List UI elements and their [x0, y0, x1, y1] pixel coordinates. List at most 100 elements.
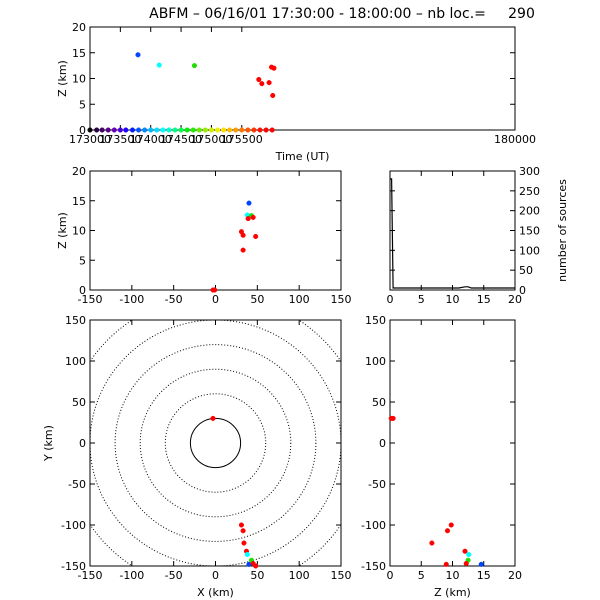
data-point — [191, 63, 197, 69]
data-point — [443, 561, 449, 567]
x-tick-label: 0 — [212, 293, 219, 306]
y-tick-label: 100 — [365, 355, 386, 368]
data-point — [178, 127, 184, 133]
x-tick-label: 20 — [508, 569, 522, 582]
data-point — [136, 127, 142, 133]
data-point — [256, 76, 262, 83]
x-tick-label: -50 — [165, 569, 183, 582]
x-tick-label: -150 — [78, 293, 103, 306]
data-point — [245, 216, 251, 222]
title-count-label: nb loc.= — [427, 6, 486, 22]
title-count: 290 — [508, 6, 535, 22]
x-tick-label: 10 — [446, 293, 460, 306]
data-point — [238, 522, 244, 528]
data-point — [269, 127, 275, 133]
data-point — [135, 52, 141, 58]
y-tick-label: 10 — [72, 73, 86, 86]
y-tick-label: -100 — [61, 519, 86, 532]
data-point — [246, 561, 252, 567]
x-tick-label: 100 — [289, 293, 310, 306]
data-point — [129, 127, 136, 133]
title-date: 06/16/01 — [204, 6, 267, 22]
data-point — [462, 548, 468, 554]
data-point — [99, 127, 105, 133]
data-point — [429, 540, 435, 546]
data-point — [444, 528, 451, 534]
x-tick-label: 10 — [446, 569, 460, 582]
x-tick-label: 175500 — [221, 133, 263, 146]
data-point — [148, 127, 154, 133]
x-tick-label: 0 — [387, 293, 394, 306]
y-tick-label: 300 — [519, 165, 540, 178]
data-point — [87, 127, 93, 133]
x-tick-label: 0 — [387, 569, 394, 582]
data-point — [190, 127, 196, 133]
data-point — [466, 551, 472, 558]
y-axis-label: number of sources — [556, 179, 569, 282]
data-point — [142, 127, 148, 133]
data-point — [156, 62, 162, 68]
data-point — [202, 127, 208, 133]
x-tick-label: -50 — [165, 293, 183, 306]
data-point — [259, 81, 265, 87]
y-axis-label: Z (km) — [56, 212, 69, 249]
y-tick-label: 0 — [79, 124, 86, 137]
range-ring — [189, 417, 242, 469]
x-tick-label: 5 — [418, 293, 425, 306]
x-tick-label: 15 — [477, 569, 491, 582]
data-point — [263, 127, 269, 133]
x-axis-label: Z (km) — [434, 586, 471, 599]
data-point — [117, 127, 123, 133]
data-point — [111, 127, 117, 133]
y-tick-label: 150 — [519, 225, 540, 238]
data-point — [240, 528, 246, 534]
data-point — [245, 127, 251, 133]
x-tick-label: 174500 — [160, 133, 202, 146]
y-tick-label: 5 — [79, 254, 86, 267]
z-y-panel: 0 5 10 15 20 -150 -100 -50 0 50 100 150 Z (km) — [361, 314, 522, 599]
data-point — [253, 563, 259, 569]
y-tick-label: 100 — [65, 355, 86, 368]
x-tick-label: 180000 — [494, 133, 536, 146]
y-tick-label: 0 — [379, 437, 386, 450]
x-tick-label: 150 — [331, 569, 352, 582]
x-tick-label: 15 — [477, 293, 491, 306]
y-tick-label: -150 — [61, 560, 86, 573]
data-point — [251, 127, 257, 133]
data-point — [246, 200, 252, 206]
figure-title: ABFM – 06/16/01 17:30:00 - 18:00:00 – nb… — [149, 6, 535, 22]
data-point — [253, 233, 259, 239]
data-point — [239, 127, 245, 133]
x-tick-label: 50 — [250, 569, 264, 582]
plot-frame — [89, 170, 342, 291]
x-tick-label: 175000 — [190, 133, 232, 146]
range-ring — [90, 320, 341, 566]
data-point — [463, 560, 469, 567]
plot-frame — [389, 170, 516, 291]
title-station: ABFM — [149, 6, 188, 22]
range-rings — [90, 320, 341, 566]
x-tick-label: -150 — [78, 569, 103, 582]
x-axis-label: X (km) — [197, 586, 234, 599]
y-tick-label: -50 — [68, 478, 86, 491]
x-tick-label: 0 — [212, 569, 219, 582]
x-tick-label: 173000 — [69, 133, 111, 146]
plot-frame — [389, 319, 516, 567]
data-point — [154, 127, 160, 133]
y-tick-label: 10 — [72, 225, 86, 238]
data-point — [271, 65, 277, 71]
data-point — [221, 127, 227, 133]
data-point — [214, 127, 221, 133]
y-tick-label: 20 — [72, 21, 86, 34]
plot-frame — [89, 319, 342, 567]
data-point — [105, 127, 111, 133]
x-tick-label: 173500 — [99, 133, 141, 146]
y-tick-label: 100 — [519, 244, 540, 257]
y-axis-label: Y (km) — [42, 425, 55, 462]
x-z-panel: -150 -100 -50 0 50 100 150 0 5 10 15 20 Z (km) — [56, 165, 352, 306]
data-point — [227, 127, 233, 133]
data-point — [160, 127, 166, 133]
plot-frame — [89, 26, 516, 131]
